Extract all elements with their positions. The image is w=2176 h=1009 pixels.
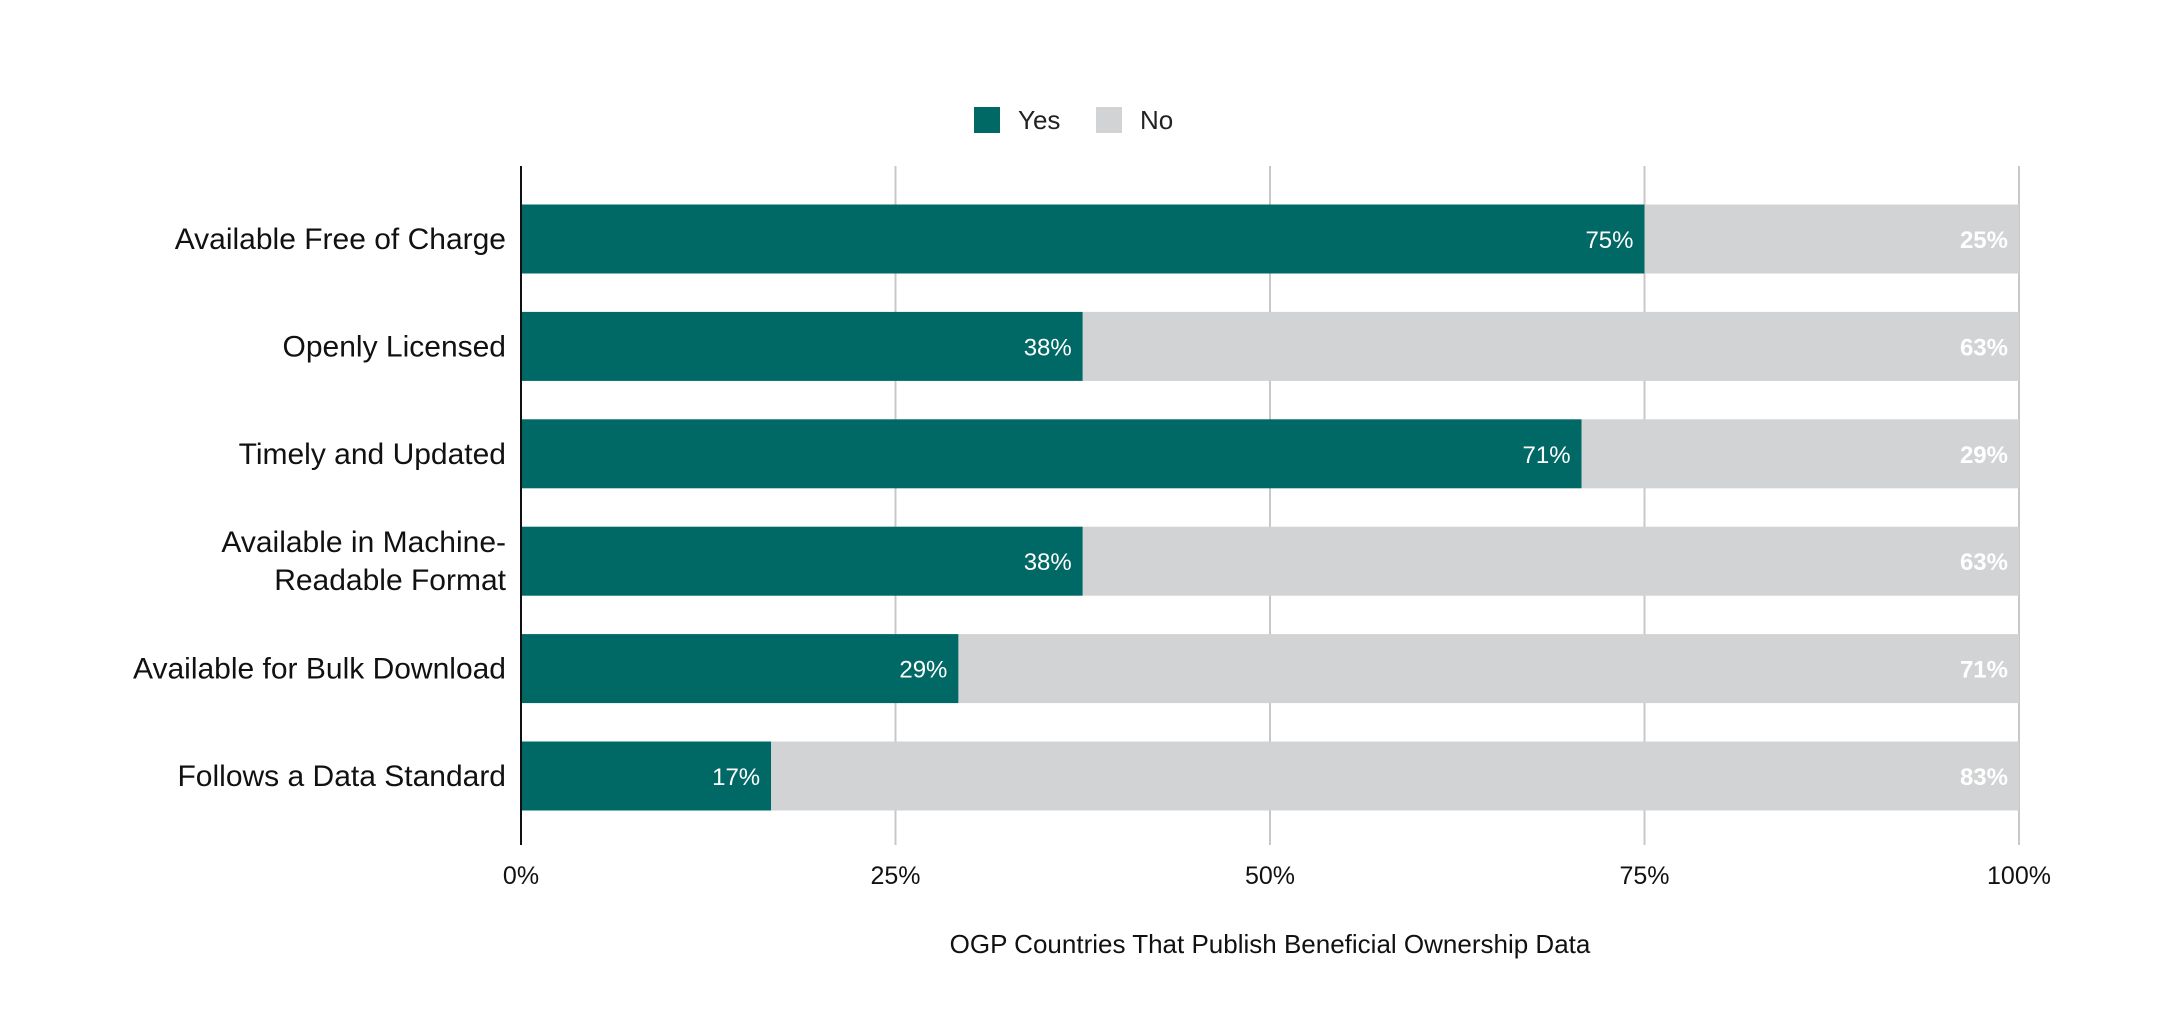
- bar-label-yes: 38%: [1024, 549, 1072, 576]
- bar-no: [1082, 526, 2019, 596]
- category-label: Available Free of Charge: [175, 223, 506, 256]
- bars: [521, 204, 2019, 811]
- bar-yes: [521, 741, 772, 811]
- bar-no: [1082, 311, 2019, 381]
- x-axis-title: OGP Countries That Publish Beneficial Ow…: [950, 929, 1591, 959]
- legend-swatch-yes: [974, 107, 1000, 133]
- x-tick-label: 0%: [503, 862, 539, 890]
- x-tick-label: 50%: [1245, 862, 1295, 890]
- bar-yes: [521, 311, 1083, 381]
- bar-yes: [521, 419, 1582, 489]
- category-label: Openly Licensed: [283, 330, 506, 363]
- x-tick-label: 75%: [1619, 862, 1669, 890]
- legend-label-no: No: [1140, 105, 1173, 135]
- bar-label-yes: 17%: [712, 764, 760, 791]
- bar-value-labels: 75% 25% 38% 63% 71% 29% 38% 63% 29% 71% 17% 83%: [712, 227, 2008, 791]
- bar-yes: [521, 204, 1645, 274]
- bar-yes: [521, 634, 959, 704]
- category-labels: Available Free of Charge Openly Licensed T…: [133, 223, 507, 793]
- x-tick-labels: 0% 25% 50% 75% 100%: [503, 862, 2051, 890]
- bar-label-no: 63%: [1960, 334, 2008, 361]
- legend-label-yes: Yes: [1018, 105, 1060, 135]
- bar-label-no: 71%: [1960, 657, 2008, 684]
- x-tick-label: 100%: [1987, 862, 2051, 890]
- bar-label-yes: 75%: [1585, 227, 1633, 254]
- bar-label-no: 83%: [1960, 764, 2008, 791]
- bar-label-no: 29%: [1960, 442, 2008, 469]
- category-label: Timely and Updated: [239, 438, 506, 471]
- bar-label-no: 25%: [1960, 227, 2008, 254]
- bar-label-no: 63%: [1960, 549, 2008, 576]
- bar-no: [1644, 204, 2019, 274]
- legend: Yes No: [974, 105, 1173, 135]
- category-label: Available for Bulk Download: [133, 653, 506, 686]
- legend-swatch-no: [1096, 107, 1122, 133]
- bar-label-yes: 71%: [1523, 442, 1571, 469]
- bar-label-yes: 29%: [899, 657, 947, 684]
- bar-no: [771, 741, 2019, 811]
- gridlines: [894, 166, 2020, 845]
- category-label: Follows a Data Standard: [177, 760, 506, 793]
- bar-no: [1581, 419, 2019, 489]
- bar-yes: [521, 526, 1083, 596]
- category-label: Available in Machine-Readable Format: [221, 526, 506, 597]
- bar-label-yes: 38%: [1024, 334, 1072, 361]
- x-tick-label: 25%: [870, 862, 920, 890]
- bar-no: [958, 634, 2019, 704]
